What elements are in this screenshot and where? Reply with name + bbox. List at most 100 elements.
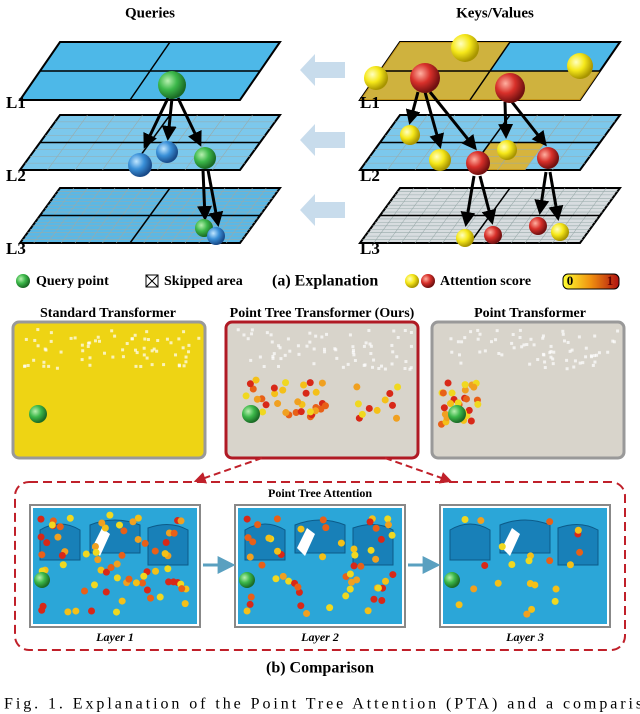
scene-point [362,344,366,348]
scene-point [181,346,185,350]
point-spheres [551,223,569,241]
attention-point [470,585,478,593]
attention-point [107,564,115,572]
level-label: L1 [6,93,26,112]
scene-point [541,336,545,340]
tree-arrows [143,91,564,227]
attention-point [37,533,45,541]
tree-arrows [197,169,212,221]
attention-point [364,607,372,615]
point-spheres [410,63,440,93]
scene-point [551,362,555,366]
scene-point [36,328,40,332]
attention-point [253,395,261,403]
attention-point [97,566,105,574]
attention-point [388,531,396,539]
scale-label: 0 [567,273,574,288]
tree-arrows [460,175,476,227]
scene-point [43,347,47,351]
scene-point [353,358,357,362]
attention-point [129,518,137,526]
attention-point [337,539,345,547]
scene-point [184,355,188,359]
attention-point [394,383,402,391]
scene-point [469,330,473,334]
attention-point [151,547,159,555]
scene-point [611,339,615,343]
scene-point [392,329,396,333]
attention-point [531,581,539,589]
scene-point [584,355,588,359]
tree-arrows [143,97,170,149]
scene-point [457,353,461,357]
attention-point [574,526,582,534]
attention-point [384,515,392,523]
attention-point [373,406,381,414]
scene-point [305,344,309,348]
attention-point [297,408,305,416]
scene-sofa [39,519,189,566]
attention-point [48,521,56,529]
scene-point [312,347,316,351]
point-spheres [451,34,479,62]
keys-title: Keys/Values [456,5,534,21]
scene-point [369,344,373,348]
attention-point [393,414,401,422]
point-spheres [156,141,178,163]
scene-point [73,336,77,340]
scene-point [568,349,572,353]
scene-point [80,358,84,362]
attention-point [477,517,485,525]
attention-point [346,570,354,578]
scene-point [510,341,514,345]
zoom-title: Point Tree Attention [268,486,372,500]
point-spheres [567,53,593,79]
scene-point [187,343,191,347]
attention-point [326,604,334,612]
scene-point [325,332,329,336]
query-point [29,405,47,423]
scene-point [396,335,400,339]
query-point [242,405,260,423]
level-label: L3 [360,239,380,258]
attention-point [297,602,305,610]
scene-point [80,343,84,347]
attention-point [448,389,456,397]
method-title: Point Transformer [474,306,586,321]
scene-point [552,350,556,354]
tree-arrows [510,101,547,147]
attention-point [306,379,314,387]
attention-point [367,546,375,554]
attention-point [140,572,148,580]
scene-point [182,330,186,334]
legend-label: Query point [36,274,109,289]
attention-point [113,560,121,568]
scene-point [55,366,59,370]
method-titles: Standard Transformer Point Tree Transfor… [40,306,586,321]
scene-point [478,332,482,336]
attention-point [37,515,45,523]
scene-point [408,367,412,371]
point-spheres [400,125,420,145]
attention-point [80,587,88,595]
attention-point [470,383,478,391]
query-point [34,572,50,588]
attention-point [101,524,109,532]
scene-point [86,344,90,348]
attention-point [461,386,469,394]
attention-point [162,539,170,547]
attention-point [474,400,482,408]
scene-point [279,357,283,361]
tree-arrows [405,91,421,125]
attention-point [132,579,140,587]
attention-point [319,553,327,561]
attention-point [444,379,452,387]
tree-arrows [206,169,224,227]
layer-label: Layer 3 [505,630,544,644]
decoration [300,54,345,226]
scene-point [121,348,125,352]
scene-point [156,339,160,343]
layer-label: Layer 2 [300,630,339,644]
scene-point [42,360,46,364]
